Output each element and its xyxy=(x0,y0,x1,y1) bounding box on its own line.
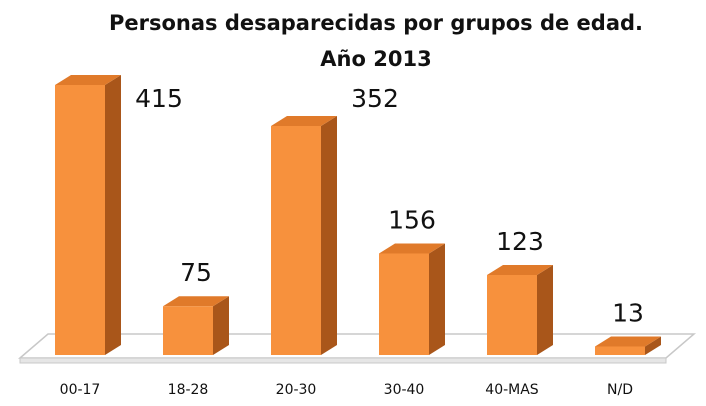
bar xyxy=(379,243,445,355)
value-label: 352 xyxy=(351,84,399,113)
bar-top xyxy=(379,243,445,254)
bar-top xyxy=(595,336,661,347)
floor-edge xyxy=(19,357,667,364)
value-label: 123 xyxy=(496,227,544,256)
value-label: 13 xyxy=(612,299,644,328)
floor xyxy=(17,333,697,359)
x-tick-label: 18-28 xyxy=(168,382,209,398)
bar-top xyxy=(487,264,553,275)
bar-side xyxy=(105,75,121,355)
bar-front xyxy=(487,274,537,355)
bar-front xyxy=(55,85,105,355)
x-tick-label: 00-17 xyxy=(60,382,101,398)
value-label: 156 xyxy=(388,206,436,235)
bar-top xyxy=(55,75,121,85)
bar-side xyxy=(429,243,445,355)
x-tick-label: 40-MAS xyxy=(485,382,539,398)
bar-front xyxy=(163,306,213,355)
bar-front xyxy=(271,125,321,356)
chart-subtitle: Año 2013 xyxy=(320,47,431,71)
bar xyxy=(163,296,229,355)
value-label: 75 xyxy=(180,258,212,287)
value-label: 415 xyxy=(135,84,183,113)
bar-side xyxy=(321,115,337,356)
bar xyxy=(487,264,553,355)
bar xyxy=(271,115,337,356)
bar-side xyxy=(213,296,229,355)
chart-title: Personas desaparecidas por grupos de eda… xyxy=(109,11,643,35)
bar xyxy=(595,336,661,355)
bar-side xyxy=(645,336,661,355)
bar-side xyxy=(537,264,553,355)
bar-front xyxy=(379,253,429,355)
x-tick-label: 20-30 xyxy=(276,382,317,398)
x-tick-label: N/D xyxy=(607,382,633,398)
bar-top xyxy=(163,296,229,307)
bar-top xyxy=(271,115,337,126)
bar xyxy=(55,75,121,355)
bar-front xyxy=(595,346,645,355)
x-tick-label: 30-40 xyxy=(384,382,425,398)
